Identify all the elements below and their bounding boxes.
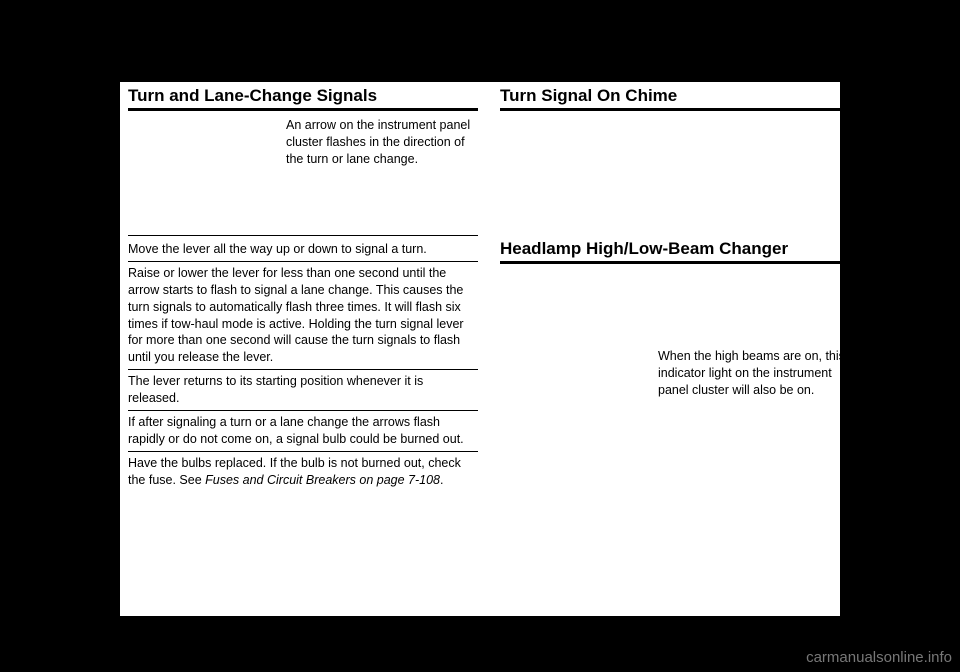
cross-reference: Fuses and Circuit Breakers on page 7-108 [205,473,440,487]
high-beam-indicator-icon [500,348,650,446]
paragraph: The lever returns to its starting positi… [128,370,478,411]
paragraph: If after signaling a turn or a lane chan… [128,411,478,452]
heading-turn-signals: Turn and Lane-Change Signals [128,82,478,111]
paragraph: Raise or lower the lever for less than o… [128,262,478,370]
manual-page: Turn and Lane-Change Signals An arrow on… [120,82,840,616]
turn-signal-figure-block: An arrow on the instrument panel cluster… [128,117,478,236]
paragraph-fuse-ref: Have the bulbs replaced. If the bulb is … [128,452,478,492]
high-beam-caption: When the high beams are on, this indicat… [658,348,850,446]
watermark: carmanualsonline.info [806,649,952,666]
spacer [500,270,850,348]
turn-signal-arrow-icon [128,117,278,229]
paragraph: Move the lever all the way up or down to… [128,238,478,262]
left-column: Turn and Lane-Change Signals An arrow on… [128,82,478,491]
heading-turn-signal-chime: Turn Signal On Chime [500,82,850,111]
turn-signal-caption: An arrow on the instrument panel cluster… [286,117,478,229]
text: . [440,473,443,487]
heading-headlamp-changer: Headlamp High/Low-Beam Changer [500,235,850,264]
spacer [500,117,850,235]
high-beam-figure-block: When the high beams are on, this indicat… [500,348,850,452]
right-column: Turn Signal On Chime Headlamp High/Low-B… [500,82,850,454]
